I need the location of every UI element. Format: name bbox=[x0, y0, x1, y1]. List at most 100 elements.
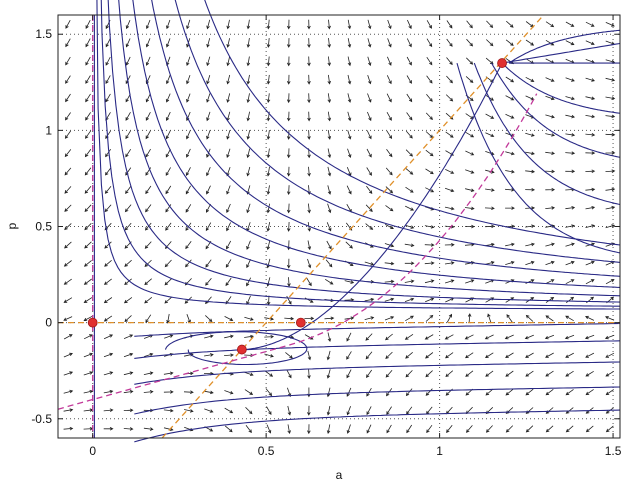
field-arrow bbox=[425, 314, 434, 322]
field-arrow bbox=[284, 316, 295, 321]
x-tick-label: 1.5 bbox=[605, 444, 622, 458]
field-arrow bbox=[365, 333, 373, 341]
field-arrow bbox=[465, 370, 474, 377]
field-arrow bbox=[366, 167, 372, 176]
field-arrow bbox=[143, 390, 154, 394]
field-arrow bbox=[426, 38, 433, 48]
field-arrow bbox=[286, 148, 291, 159]
field-arrow bbox=[287, 405, 292, 416]
trajectory-curve bbox=[204, 0, 621, 246]
field-arrow bbox=[204, 408, 214, 413]
field-arrow bbox=[125, 112, 131, 121]
field-arrow bbox=[186, 148, 191, 158]
field-arrow bbox=[266, 424, 272, 434]
field-arrow bbox=[327, 185, 332, 195]
field-arrow bbox=[83, 352, 94, 358]
field-arrow bbox=[367, 93, 372, 103]
field-arrow bbox=[565, 296, 575, 304]
field-arrow bbox=[585, 114, 596, 119]
y-axis-label: p bbox=[5, 222, 19, 229]
field-arrow bbox=[465, 131, 475, 138]
field-arrow bbox=[445, 94, 454, 102]
field-arrow bbox=[585, 425, 594, 433]
field-arrow bbox=[64, 204, 72, 212]
field-arrow bbox=[505, 95, 515, 101]
field-arrow bbox=[346, 406, 351, 416]
field-arrow bbox=[264, 334, 275, 339]
field-arrow bbox=[165, 185, 172, 195]
field-arrow bbox=[226, 93, 231, 103]
field-arrow bbox=[225, 259, 232, 268]
field-arrow bbox=[145, 38, 151, 48]
field-arrow bbox=[367, 111, 372, 122]
field-arrow bbox=[327, 74, 331, 85]
field-arrow bbox=[525, 132, 535, 137]
field-arrow bbox=[386, 75, 392, 85]
field-arrow bbox=[367, 38, 372, 48]
field-arrow bbox=[465, 352, 474, 359]
field-arrow bbox=[485, 425, 493, 433]
field-arrow bbox=[445, 169, 455, 174]
field-arrow bbox=[226, 56, 230, 67]
field-arrow bbox=[406, 75, 412, 84]
field-arrow bbox=[505, 169, 515, 174]
field-arrow bbox=[166, 313, 170, 324]
field-arrow bbox=[364, 316, 375, 320]
field-arrow bbox=[506, 314, 513, 323]
field-arrow bbox=[286, 93, 291, 104]
field-arrow bbox=[104, 259, 112, 267]
field-arrow bbox=[346, 185, 352, 195]
field-arrow bbox=[266, 406, 272, 416]
field-arrow bbox=[505, 242, 515, 247]
field-arrow bbox=[123, 408, 134, 413]
field-arrow bbox=[467, 313, 472, 323]
trajectory-curve bbox=[151, 0, 621, 277]
field-arrow bbox=[424, 261, 435, 265]
field-arrow bbox=[63, 278, 72, 285]
field-arrow bbox=[84, 241, 92, 249]
field-arrow bbox=[424, 334, 434, 340]
y-tick-label: 0 bbox=[45, 316, 52, 330]
trajectory-curve bbox=[118, 0, 621, 297]
field-arrow bbox=[123, 352, 134, 358]
field-arrow bbox=[424, 225, 435, 229]
field-arrow bbox=[386, 424, 392, 434]
field-arrow bbox=[185, 204, 192, 213]
trajectory-curve bbox=[107, 0, 621, 303]
trajectory-curve bbox=[456, 62, 621, 254]
field-arrow bbox=[145, 204, 152, 213]
field-arrow bbox=[165, 93, 171, 103]
trajectory-curve bbox=[501, 42, 621, 64]
field-arrow bbox=[565, 40, 575, 46]
trajectory-curve bbox=[132, 0, 621, 288]
field-arrow bbox=[224, 390, 234, 395]
field-arrow bbox=[565, 21, 575, 27]
field-arrow bbox=[206, 167, 211, 177]
field-arrow bbox=[264, 370, 274, 377]
trajectory-curve bbox=[134, 409, 621, 443]
field-arrow bbox=[545, 206, 556, 210]
field-arrow bbox=[346, 369, 352, 379]
field-arrow bbox=[465, 425, 473, 433]
field-arrow bbox=[565, 224, 576, 228]
field-arrow bbox=[205, 222, 212, 232]
field-arrow bbox=[266, 222, 271, 232]
field-arrow bbox=[385, 167, 393, 176]
field-arrow bbox=[565, 96, 575, 101]
field-arrow bbox=[206, 74, 211, 85]
field-arrow bbox=[63, 389, 74, 394]
field-arrow bbox=[286, 38, 291, 48]
field-arrow bbox=[525, 388, 534, 396]
trajectory-curve bbox=[508, 29, 621, 64]
field-arrow bbox=[366, 185, 373, 194]
field-arrow bbox=[83, 297, 93, 303]
field-arrow bbox=[545, 388, 554, 396]
field-arrow bbox=[246, 74, 251, 85]
field-arrow bbox=[64, 130, 72, 139]
field-arrow bbox=[286, 56, 291, 67]
field-arrow bbox=[366, 148, 372, 158]
equilibrium-point bbox=[497, 58, 507, 68]
field-arrow bbox=[125, 19, 131, 30]
field-arrow bbox=[444, 334, 454, 340]
field-arrow bbox=[266, 74, 271, 85]
